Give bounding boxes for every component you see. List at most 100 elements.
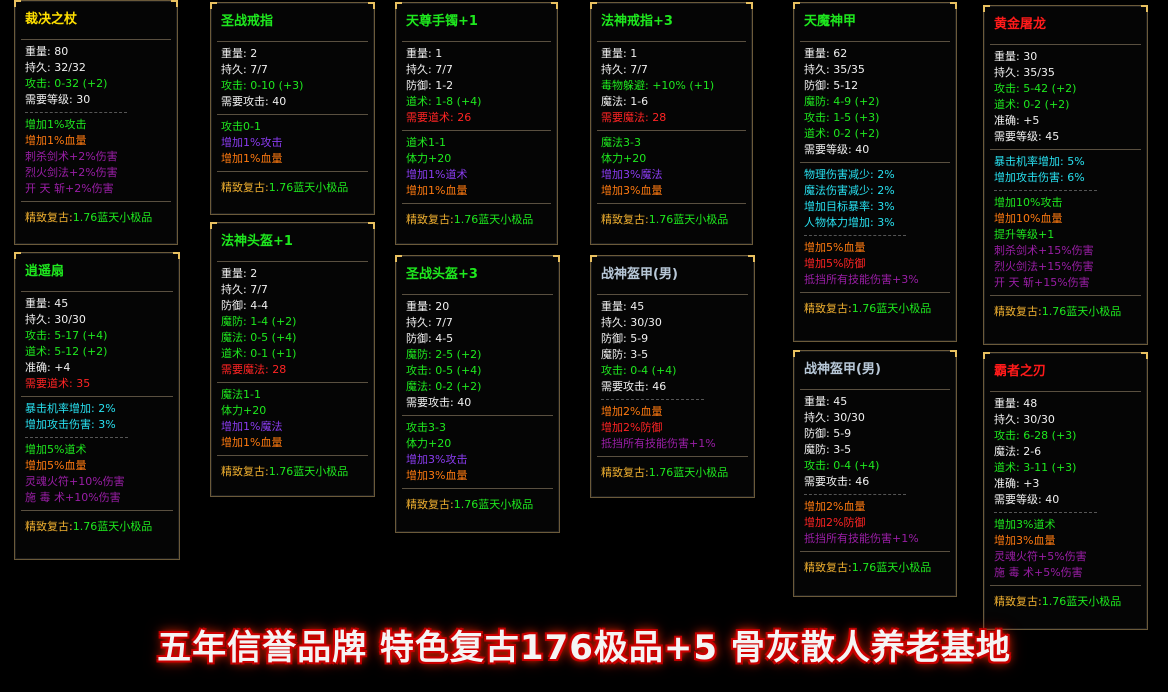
item-tooltip: 天魔神甲 重量: 62 持久: 35/35 防御: 5-12 魔防: 4-9 (+2) 攻… bbox=[793, 2, 957, 342]
item-stat: 魔防: 3-5 bbox=[804, 443, 852, 456]
footer-label: 精致复古: bbox=[406, 498, 454, 511]
footer-label: 精致复古: bbox=[25, 520, 73, 533]
item-stat: 体力+20 bbox=[406, 152, 452, 165]
item-stat: 刺杀剑术+15%伤害 bbox=[994, 244, 1094, 257]
item-stat: 暴击机率增加: 2% bbox=[25, 402, 116, 415]
item-stat: 提升等级+1 bbox=[994, 228, 1055, 241]
item-name: 圣战头盔+3 bbox=[406, 267, 478, 282]
item-stat: 增加5%血量 bbox=[25, 459, 87, 472]
item-stat: 防御: 5-9 bbox=[804, 427, 852, 440]
item-stat: 防御: 5-9 bbox=[601, 332, 649, 345]
item-stat: 增加攻击伤害: 6% bbox=[994, 171, 1085, 184]
item-tooltip: 圣战头盔+3 重量: 20 持久: 7/7 防御: 4-5 魔防: 2-5 (+2) 攻击… bbox=[395, 255, 560, 533]
item-stat: 增加1%血量 bbox=[406, 184, 468, 197]
promo-banner: 五年信誉品牌 特色复古176极品+5 骨灰散人养老基地 bbox=[157, 628, 1011, 668]
item-stat: 魔法: 0-5 (+4) bbox=[221, 331, 297, 344]
item-tooltip: 霸者之刃 重量: 48 持久: 30/30 攻击: 6-28 (+3) 魔法: 2-6 道… bbox=[983, 352, 1148, 630]
item-name: 逍遥扇 bbox=[25, 264, 65, 279]
item-stat: 抵挡所有技能伤害+3% bbox=[804, 273, 919, 286]
footer-label: 精致复古: bbox=[994, 305, 1042, 318]
item-stat: 增加10%攻击 bbox=[994, 196, 1063, 209]
divider bbox=[21, 396, 173, 397]
item-stat: 增加1%魔法 bbox=[221, 420, 283, 433]
item-stat: 重量: 45 bbox=[804, 395, 848, 408]
footer-label: 精致复古: bbox=[994, 595, 1042, 608]
divider bbox=[800, 41, 950, 42]
footer-value: 1.76蓝天小极品 bbox=[648, 466, 729, 479]
divider bbox=[402, 488, 553, 489]
item-stat: 体力+20 bbox=[601, 152, 647, 165]
item-stat: 增加5%道术 bbox=[25, 443, 87, 456]
footer-value: 1.76蓝天小极品 bbox=[648, 213, 729, 226]
footer-label: 精致复古: bbox=[25, 211, 73, 224]
item-stat: 攻击: 5-17 (+4) bbox=[25, 329, 108, 342]
item-stat: 持久: 7/7 bbox=[406, 63, 453, 76]
divider bbox=[21, 510, 173, 511]
item-stat: 准确: +3 bbox=[994, 477, 1040, 490]
divider bbox=[402, 415, 553, 416]
item-stat: 抵挡所有技能伤害+1% bbox=[804, 532, 919, 545]
item-tooltip: 法神戒指+3 重量: 1 持久: 7/7 毒物躲避: +10% (+1) 魔法: 1-6… bbox=[590, 2, 753, 245]
item-name: 法神戒指+3 bbox=[601, 14, 673, 29]
divider bbox=[217, 114, 368, 115]
item-stat: 攻击: 0-10 (+3) bbox=[221, 79, 304, 92]
item-stat: 需要魔法: 28 bbox=[601, 111, 667, 124]
item-stat: 增加2%血量 bbox=[804, 500, 866, 513]
item-stat: 魔法3-3 bbox=[601, 136, 641, 149]
divider bbox=[800, 551, 950, 552]
divider bbox=[21, 201, 171, 202]
divider bbox=[402, 41, 551, 42]
item-stat: 持久: 7/7 bbox=[406, 316, 453, 329]
item-quality-footer: 精致复古:1.76蓝天小极品 bbox=[402, 493, 553, 513]
item-name: 圣战戒指 bbox=[221, 14, 274, 29]
item-stat: 增加3%血量 bbox=[406, 469, 468, 482]
item-stat: 魔防: 4-9 (+2) bbox=[804, 95, 880, 108]
item-stat: 增加5%血量 bbox=[804, 241, 866, 254]
footer-label: 精致复古: bbox=[804, 561, 852, 574]
item-quality-footer: 精致复古:1.76蓝天小极品 bbox=[990, 590, 1141, 610]
footer-label: 精致复古: bbox=[804, 302, 852, 315]
divider bbox=[21, 39, 171, 40]
item-stat: 重量: 1 bbox=[601, 47, 638, 60]
item-stat: 重量: 45 bbox=[25, 297, 69, 310]
footer-value: 1.76蓝天小极品 bbox=[851, 302, 932, 315]
item-stat: 攻击: 0-32 (+2) bbox=[25, 77, 108, 90]
item-stat: 道术: 1-8 (+4) bbox=[406, 95, 482, 108]
item-stat: 增加2%血量 bbox=[601, 405, 663, 418]
item-stat: 攻击: 5-42 (+2) bbox=[994, 82, 1077, 95]
divider bbox=[990, 585, 1141, 586]
footer-value: 1.76蓝天小极品 bbox=[1041, 595, 1122, 608]
item-stat: 魔法伤害减少: 2% bbox=[804, 184, 895, 197]
item-stat: 攻击3-3 bbox=[406, 421, 446, 434]
item-stat: 持久: 7/7 bbox=[221, 283, 268, 296]
item-name: 霸者之刃 bbox=[994, 364, 1047, 379]
item-quality-footer: 精致复古:1.76蓝天小极品 bbox=[597, 208, 746, 228]
item-stat: 灵魂火符+10%伤害 bbox=[25, 475, 125, 488]
item-stat: 重量: 30 bbox=[994, 50, 1038, 63]
item-quality-footer: 精致复古:1.76蓝天小极品 bbox=[597, 461, 748, 481]
item-stat: 需要攻击: 40 bbox=[406, 396, 472, 409]
footer-value: 1.76蓝天小极品 bbox=[268, 181, 349, 194]
item-stat: 增加3%攻击 bbox=[406, 453, 468, 466]
item-stat: 魔防: 2-5 (+2) bbox=[406, 348, 482, 361]
item-stat: 持久: 7/7 bbox=[221, 63, 268, 76]
divider bbox=[402, 294, 553, 295]
item-tooltip: 裁决之杖 重量: 80 持久: 32/32 攻击: 0-32 (+2) 需要等级: 30… bbox=[14, 0, 178, 245]
item-stat: 重量: 48 bbox=[994, 397, 1038, 410]
item-stat: 需要魔法: 28 bbox=[221, 363, 287, 376]
item-name: 黄金屠龙 bbox=[994, 17, 1047, 32]
item-stat: 防御: 1-2 bbox=[406, 79, 454, 92]
item-stat: 灵魂火符+5%伤害 bbox=[994, 550, 1087, 563]
item-quality-footer: 精致复古:1.76蓝天小极品 bbox=[800, 556, 950, 576]
item-stat: 准确: +5 bbox=[994, 114, 1040, 127]
item-quality-footer: 精致复古:1.76蓝天小极品 bbox=[217, 176, 368, 196]
item-name: 裁决之杖 bbox=[25, 12, 78, 27]
item-tooltip: 法神头盔+1 重量: 2 持久: 7/7 防御: 4-4 魔防: 1-4 (+2) 魔法:… bbox=[210, 222, 375, 497]
item-name: 法神头盔+1 bbox=[221, 234, 293, 249]
item-stat: 增加1%血量 bbox=[25, 134, 87, 147]
footer-label: 精致复古: bbox=[601, 213, 649, 226]
item-stat: 防御: 4-4 bbox=[221, 299, 269, 312]
item-quality-footer: 精致复古:1.76蓝天小极品 bbox=[21, 515, 173, 535]
item-stat: 持久: 7/7 bbox=[601, 63, 648, 76]
item-stat: 魔法: 0-2 (+2) bbox=[406, 380, 482, 393]
